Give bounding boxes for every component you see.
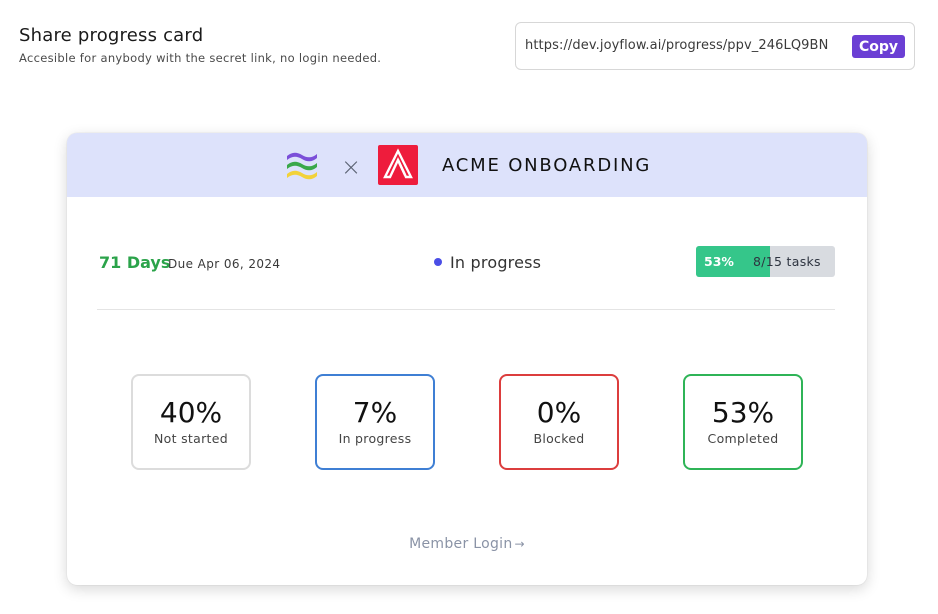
progress-fill: [696, 246, 770, 277]
progress-percent: 53%: [704, 254, 734, 269]
project-name: ACME ONBOARDING: [442, 155, 652, 176]
stat-completed: 53% Completed: [683, 374, 803, 470]
times-icon: ×: [341, 153, 362, 181]
stat-value: 53%: [711, 396, 775, 429]
arrow-right-icon: →: [514, 537, 525, 551]
page-title: Share progress card: [19, 25, 204, 46]
due-date: Due Apr 06, 2024: [168, 257, 281, 271]
share-link-url[interactable]: https://dev.joyflow.ai/progress/ppv_246L…: [525, 38, 829, 53]
stat-label: Completed: [707, 431, 779, 446]
stat-value: 0%: [536, 396, 582, 429]
divider: [97, 309, 835, 310]
stat-value: 40%: [159, 396, 223, 429]
status-indicator: In progress: [434, 253, 541, 272]
progress-tasks: 8/15 tasks: [753, 254, 821, 269]
stat-label: In progress: [338, 431, 412, 446]
stat-label: Blocked: [533, 431, 585, 446]
member-login-link[interactable]: Member Login →: [67, 536, 867, 552]
progress-card: × ACME ONBOARDING 71 Days Due Apr 06, 20…: [67, 133, 867, 585]
days-remaining: 71 Days: [99, 253, 171, 272]
stat-in-progress: 7% In progress: [315, 374, 435, 470]
task-progress-bar: 53% 8/15 tasks: [696, 246, 835, 277]
joyflow-logo-icon: [287, 152, 317, 180]
stat-value: 7%: [352, 396, 398, 429]
page-subtitle: Accesible for anybody with the secret li…: [19, 51, 382, 65]
copy-button[interactable]: Copy: [852, 35, 905, 58]
acme-logo-icon: [378, 145, 418, 185]
stat-label: Not started: [154, 431, 228, 446]
member-login-label[interactable]: Member Login: [409, 536, 513, 552]
card-header: × ACME ONBOARDING: [67, 133, 867, 197]
stat-blocked: 0% Blocked: [499, 374, 619, 470]
status-label: In progress: [450, 253, 542, 272]
share-link-field[interactable]: https://dev.joyflow.ai/progress/ppv_246L…: [515, 22, 915, 70]
stat-not-started: 40% Not started: [131, 374, 251, 470]
status-dot-icon: [434, 258, 442, 266]
